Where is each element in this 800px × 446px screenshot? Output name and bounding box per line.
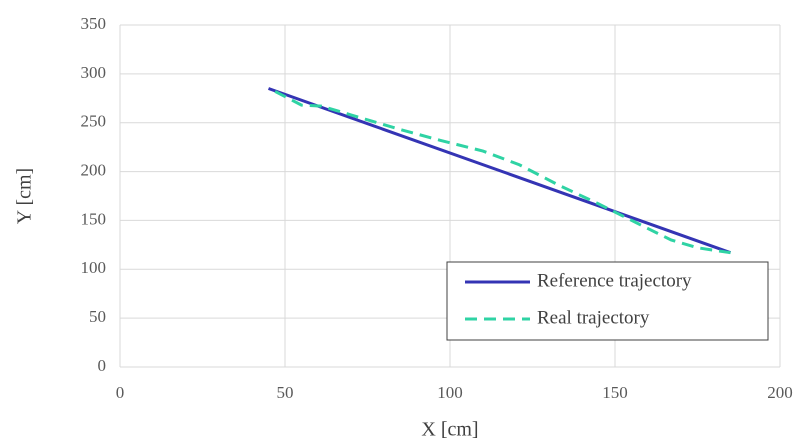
x-tick-label: 200 <box>767 383 793 402</box>
y-tick-label: 200 <box>81 160 107 179</box>
x-tick-label: 50 <box>277 383 294 402</box>
y-axis-title: Y [cm] <box>14 168 36 224</box>
legend: Reference trajectory Real trajectory <box>446 261 769 341</box>
x-axis-title: X [cm] <box>421 419 478 441</box>
series-line <box>267 87 732 255</box>
legend-box <box>446 261 769 341</box>
y-tick-label: 150 <box>81 209 107 228</box>
y-tick-label: 250 <box>81 112 107 131</box>
y-tick-label: 300 <box>81 63 107 82</box>
x-tick-label: 100 <box>437 383 463 402</box>
y-tick-label: 0 <box>98 356 107 375</box>
legend-label: Real trajectory <box>537 307 650 328</box>
y-tick-label: 100 <box>81 258 107 277</box>
x-tick-label: 0 <box>116 383 125 402</box>
series-line <box>274 90 731 255</box>
legend-label: Reference trajectory <box>537 270 692 291</box>
y-tick-label: 50 <box>89 307 106 326</box>
x-tick-label: 150 <box>602 383 628 402</box>
y-tick-label: 350 <box>81 14 107 33</box>
